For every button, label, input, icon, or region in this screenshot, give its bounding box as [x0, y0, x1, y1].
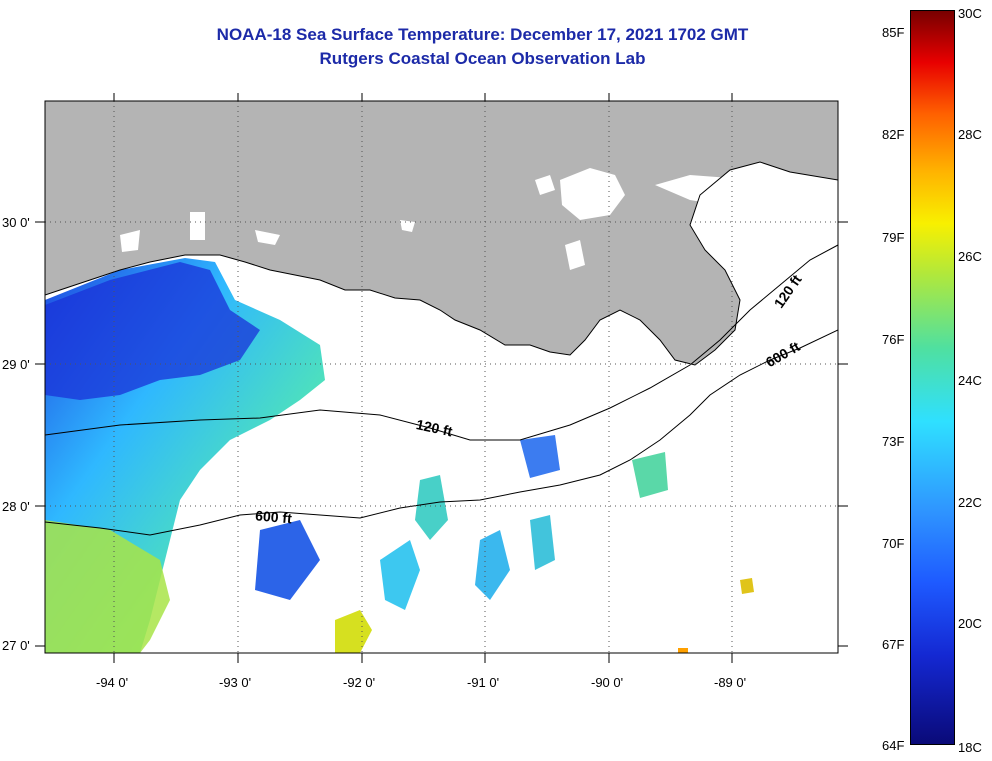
scale-label-f: 64F: [882, 738, 905, 753]
scale-label-f: 73F: [882, 434, 905, 449]
sst-patch: [740, 578, 754, 594]
land-mass: [45, 101, 838, 365]
map-subtitle: Rutgers Coastal Ocean Observation Lab: [319, 49, 646, 68]
lake: [190, 212, 205, 240]
sst-patch: [380, 540, 420, 610]
lat-label: 29 0': [2, 357, 30, 372]
lake: [400, 220, 415, 232]
sst-patch: [632, 452, 668, 498]
scale-label-f: 67F: [882, 637, 905, 652]
lon-label: -92 0': [343, 675, 375, 690]
lake: [655, 175, 740, 205]
scale-label-f: 85F: [882, 25, 905, 40]
lake: [255, 230, 280, 245]
graticule: [45, 101, 838, 653]
sst-patch: [255, 520, 320, 600]
contour-label-600-west: 600 ft: [255, 507, 293, 526]
lon-label: -90 0': [591, 675, 623, 690]
sst-patch: [530, 515, 555, 570]
lon-label: -93 0': [219, 675, 251, 690]
scale-label-c: 20C: [958, 616, 982, 631]
sst-patch: [678, 648, 688, 653]
lon-label: -89 0': [714, 675, 746, 690]
scale-label-c: 30C: [958, 6, 982, 21]
scale-label-f: 79F: [882, 230, 905, 245]
contour-600ft: [45, 329, 838, 536]
scale-label-f: 76F: [882, 332, 905, 347]
lat-label: 28 0': [2, 499, 30, 514]
coastline: [45, 161, 838, 366]
lat-label: 30 0': [2, 215, 30, 230]
scale-label-c: 28C: [958, 127, 982, 142]
sst-patch: [475, 530, 510, 600]
sst-patch: [520, 435, 560, 478]
scale-label-c: 22C: [958, 495, 982, 510]
lake: [120, 230, 140, 252]
sst-patch: [415, 475, 448, 540]
scale-label-f: 82F: [882, 127, 905, 142]
lon-label: -91 0': [467, 675, 499, 690]
temperature-colorbar: [910, 10, 955, 745]
lon-label: -94 0': [96, 675, 128, 690]
map-frame: [44, 100, 839, 654]
scale-label-c: 18C: [958, 740, 982, 755]
axis-ticks: [35, 93, 848, 663]
scale-label-f: 70F: [882, 536, 905, 551]
lake: [565, 240, 585, 270]
sst-data-west-deep: [45, 262, 260, 400]
map-title: NOAA-18 Sea Surface Temperature: Decembe…: [216, 25, 749, 44]
scale-label-c: 26C: [958, 249, 982, 264]
lat-label: 27 0': [2, 638, 30, 653]
lake: [535, 175, 555, 195]
contour-label-120-west: 120 ft: [415, 416, 454, 439]
sst-patch: [335, 610, 372, 653]
sst-data-southwest: [45, 520, 170, 653]
scale-label-c: 24C: [958, 373, 982, 388]
contour-120ft: [45, 244, 838, 441]
